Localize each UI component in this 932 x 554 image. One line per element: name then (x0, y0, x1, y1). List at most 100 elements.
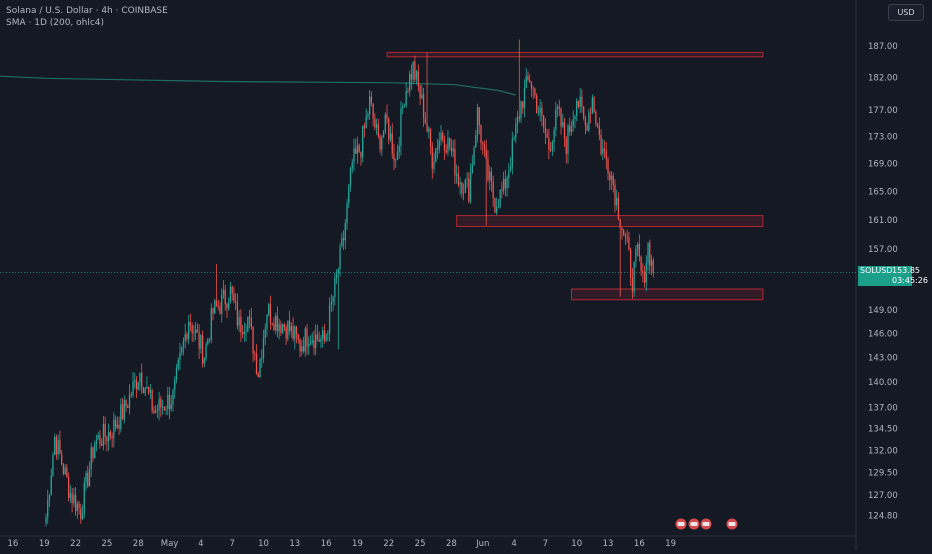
candle-body (382, 131, 385, 138)
candle-body (47, 499, 49, 518)
candle-body (602, 148, 604, 154)
candle-body (485, 149, 487, 160)
candle-body (623, 230, 625, 235)
y-tick-label: 182.00 (868, 74, 898, 84)
candle-body (551, 142, 553, 151)
y-tick-label: 127.00 (868, 491, 898, 501)
candle-body (130, 394, 132, 396)
candle-body (55, 437, 58, 455)
candle-body (254, 353, 256, 355)
candle-body (210, 308, 212, 340)
candle-body (372, 103, 374, 119)
candle-body (405, 91, 407, 106)
candle-body (447, 137, 449, 153)
candle-body (469, 173, 472, 202)
candle-body (241, 332, 244, 335)
candle-body (454, 148, 456, 176)
candle-body (424, 118, 426, 124)
candle-body (379, 136, 381, 150)
candle-body (334, 277, 336, 298)
candle-body (614, 184, 616, 206)
candle-body (537, 112, 540, 114)
x-tick-label: 4 (511, 539, 516, 549)
candle-body (240, 317, 242, 333)
candle-body (101, 444, 103, 446)
x-tick-label: 16 (321, 539, 332, 549)
currency-button[interactable]: USD (888, 4, 924, 21)
candle-body (262, 338, 265, 358)
candle-body (624, 234, 627, 237)
candle-body (468, 178, 470, 202)
candle-body (217, 305, 219, 307)
candle-body (123, 400, 125, 420)
candle-body (141, 372, 143, 387)
candle-body (221, 294, 223, 314)
candle-body (208, 339, 211, 341)
symbol-title[interactable]: Solana / U.S. Dollar · 4h · COINBASE (6, 6, 168, 16)
candle-body (502, 178, 505, 191)
candle-body (48, 495, 51, 500)
candle-body (511, 139, 513, 167)
x-tick-label: 25 (101, 539, 112, 549)
y-tick-label: 173.00 (868, 133, 898, 143)
candle-body (563, 121, 566, 139)
y-tick-label: 143.00 (868, 354, 898, 364)
candle-body (647, 242, 649, 263)
candle-body (78, 503, 80, 509)
x-tick-label: 28 (133, 539, 144, 549)
candle-body (471, 164, 473, 174)
candle-body (90, 447, 92, 470)
candle-body (603, 148, 606, 151)
candle-body (497, 206, 500, 208)
candle-body (222, 290, 225, 295)
candle-body (576, 100, 578, 117)
candle-body (377, 124, 379, 137)
candle-body (257, 373, 259, 378)
candle-body (341, 238, 343, 247)
candle-body (269, 304, 272, 323)
candle-body (628, 237, 630, 250)
candle-body (156, 410, 159, 412)
candle-body (158, 398, 160, 411)
candle-body (619, 219, 621, 228)
candle-body (612, 175, 614, 185)
candle-body (459, 182, 461, 185)
candle-body (542, 115, 545, 128)
candle-body (487, 159, 489, 180)
candle-body (436, 148, 439, 150)
candle-body (636, 243, 639, 250)
candle-body (609, 173, 611, 180)
candle-body (235, 301, 237, 303)
candle-body (588, 112, 590, 131)
candle-body (196, 329, 199, 333)
candle-body (325, 334, 327, 341)
candle-body (120, 404, 122, 429)
candle-body (116, 424, 118, 428)
candle-body (344, 223, 346, 241)
candle-body (395, 159, 397, 161)
candle-body (362, 125, 364, 158)
candle-body (610, 175, 613, 180)
candle-body (363, 125, 366, 128)
candle-body (555, 109, 557, 130)
candle-body (320, 338, 322, 342)
event-flag-glyph (690, 522, 698, 526)
candle-body (285, 327, 287, 339)
event-flag-glyph (677, 522, 685, 526)
y-tick-label: 146.00 (868, 329, 898, 339)
candle-body (349, 168, 352, 187)
candle-body (322, 330, 324, 339)
candle-body (245, 331, 247, 333)
candle-body (442, 132, 444, 141)
sma-indicator-label[interactable]: SMA · 1D (200, ohlc4) (6, 18, 105, 28)
candle-body (276, 315, 279, 332)
x-tick-label: 7 (229, 539, 234, 549)
candle-body (268, 304, 270, 316)
candle-body (393, 153, 395, 161)
support-zone (456, 215, 764, 227)
candle-body (118, 424, 120, 429)
candle-body (228, 302, 230, 309)
candle-body (591, 97, 594, 114)
